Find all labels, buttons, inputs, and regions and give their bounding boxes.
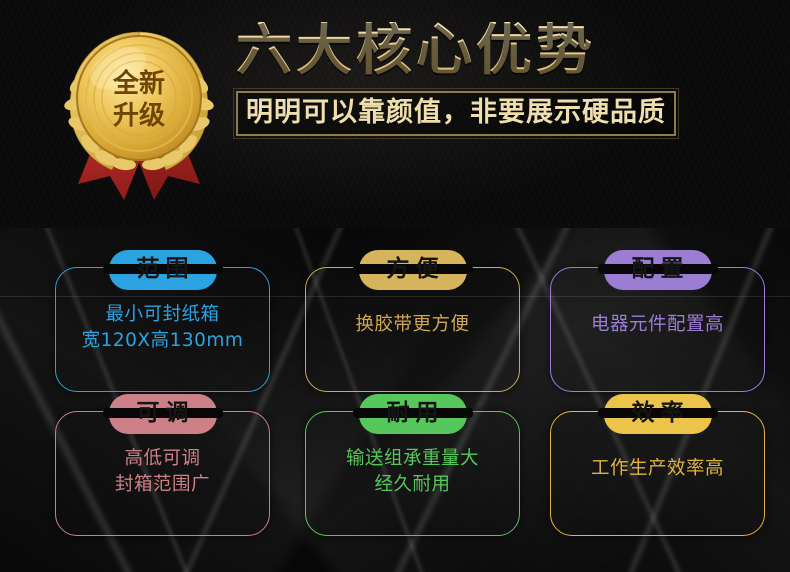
page-subtitle: 明明可以靠颜值，非要展示硬品质 bbox=[246, 96, 666, 128]
card-badge[interactable]: 配置 bbox=[597, 250, 718, 291]
card-badge[interactable]: 耐用 bbox=[352, 394, 473, 435]
subtitle-frame: 明明可以靠颜值，非要展示硬品质 bbox=[233, 87, 679, 140]
title-block: 六大核心优势 明明可以靠颜值，非要展示硬品质 bbox=[233, 21, 716, 140]
card-badge[interactable]: 范围 bbox=[102, 250, 223, 291]
card-line: 工作生产效率高 bbox=[590, 458, 724, 479]
card-line: 宽120X高130mm bbox=[81, 329, 244, 351]
page-title: 六大核心优势 bbox=[236, 21, 716, 81]
card-line: 最小可封纸箱 bbox=[105, 304, 220, 325]
card-badge[interactable]: 可调 bbox=[102, 394, 223, 435]
feature-card-grid: 范围 最小可封纸箱 宽120X高130mm 方便 换胶带更方便 配置 电器元件配… bbox=[0, 228, 790, 572]
card-body-text: 电器元件配置高 bbox=[550, 312, 765, 338]
features-panel: 范围 最小可封纸箱 宽120X高130mm 方便 换胶带更方便 配置 电器元件配… bbox=[0, 228, 790, 572]
card-body-text: 工作生产效率高 bbox=[550, 456, 765, 482]
card-body-text: 最小可封纸箱 宽120X高130mm bbox=[55, 302, 270, 353]
card-line: 高低可调 bbox=[124, 448, 201, 469]
panel-background-texture bbox=[0, 228, 790, 572]
medal-line1: 全新 bbox=[112, 68, 165, 99]
card-line: 经久耐用 bbox=[374, 473, 451, 495]
card-line: 换胶带更方便 bbox=[355, 314, 470, 335]
gold-medal-icon: 全新 升级 bbox=[48, 18, 230, 200]
card-body-text: 高低可调 封箱范围广 bbox=[55, 446, 270, 497]
medal-line2: 升级 bbox=[113, 100, 165, 131]
card-badge[interactable]: 效率 bbox=[597, 394, 718, 435]
card-line: 电器元件配置高 bbox=[590, 314, 724, 335]
card-line: 输送组承重量大 bbox=[345, 448, 479, 469]
header-banner: 全新 升级 六大核心优势 明明可以靠颜值，非要展示硬品质 bbox=[0, 0, 790, 228]
card-body-text: 输送组承重量大 经久耐用 bbox=[305, 446, 520, 497]
card-badge[interactable]: 方便 bbox=[352, 250, 473, 291]
card-line: 封箱范围广 bbox=[114, 473, 210, 495]
card-body-text: 换胶带更方便 bbox=[305, 312, 520, 338]
